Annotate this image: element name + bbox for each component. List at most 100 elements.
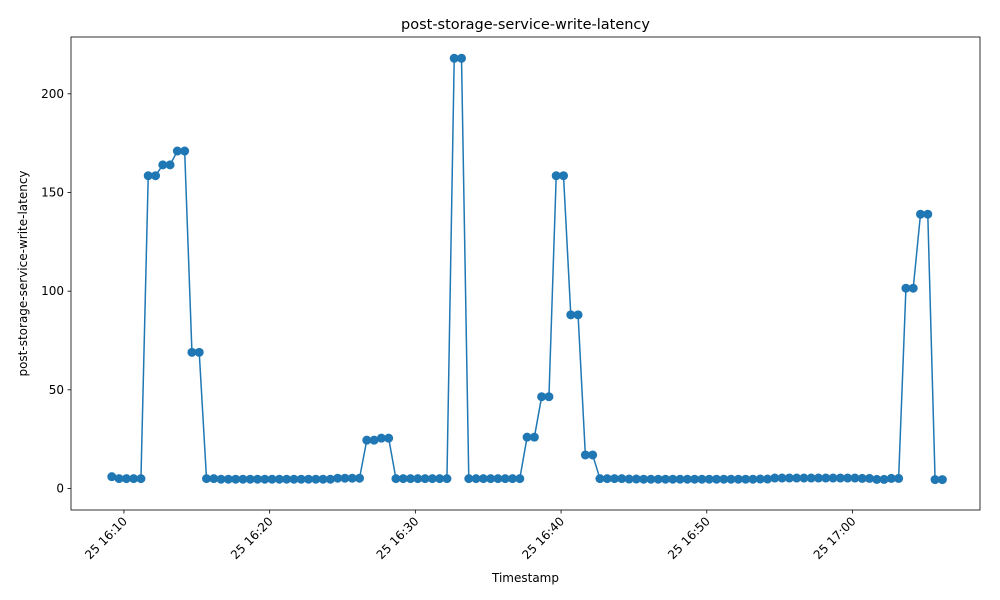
data-point [406, 474, 416, 484]
data-point [726, 474, 736, 484]
data-point [835, 473, 845, 483]
data-point [879, 474, 889, 484]
x-axis-label: Timestamp [491, 571, 559, 585]
data-point [500, 474, 510, 484]
data-point [610, 474, 620, 484]
data-point [529, 432, 539, 442]
data-point [602, 474, 612, 484]
data-point [209, 474, 219, 484]
data-point [362, 435, 372, 445]
data-point [544, 392, 554, 402]
data-point [442, 474, 452, 484]
data-point [165, 160, 175, 170]
chart-title: post-storage-service-write-latency [401, 17, 650, 33]
data-point [537, 392, 547, 402]
data-point [187, 347, 197, 357]
data-point [843, 473, 853, 483]
data-point [588, 450, 598, 460]
data-point [617, 474, 627, 484]
data-point [908, 283, 918, 293]
data-point [551, 171, 561, 181]
y-tick-label: 200 [41, 87, 64, 101]
data-point [784, 473, 794, 483]
data-point [238, 474, 248, 484]
data-point [712, 474, 722, 484]
data-point [304, 474, 314, 484]
data-point [595, 474, 605, 484]
data-point [777, 473, 787, 483]
data-point [194, 347, 204, 357]
data-point [260, 474, 270, 484]
data-point [770, 473, 780, 483]
data-point [231, 474, 241, 484]
data-point [653, 474, 663, 484]
data-point [792, 473, 802, 483]
data-point [937, 475, 947, 485]
data-point [471, 474, 481, 484]
data-point [682, 474, 692, 484]
data-point [646, 474, 656, 484]
plot-frame [70, 36, 981, 511]
data-point [369, 435, 379, 445]
data-point [121, 474, 131, 484]
data-point [318, 474, 328, 484]
data-point [311, 474, 321, 484]
data-point [661, 474, 671, 484]
data-point [384, 433, 394, 443]
data-point [333, 473, 343, 483]
y-tick-label: 150 [41, 185, 64, 199]
data-point [916, 209, 926, 219]
data-point [719, 474, 729, 484]
data-point [580, 450, 590, 460]
data-point [894, 473, 904, 483]
data-point [690, 474, 700, 484]
data-point [493, 474, 503, 484]
data-point [799, 473, 809, 483]
data-point [886, 473, 896, 483]
data-point [347, 473, 357, 483]
data-point [274, 474, 284, 484]
data-point [267, 474, 277, 484]
data-point [639, 474, 649, 484]
data-point [631, 474, 641, 484]
data-point [901, 283, 911, 293]
data-point [566, 310, 576, 320]
data-point [857, 473, 867, 483]
data-point [464, 474, 474, 484]
data-point [282, 474, 292, 484]
data-point [748, 474, 758, 484]
data-point [158, 160, 168, 170]
data-point [763, 474, 773, 484]
data-point [515, 474, 525, 484]
data-point [435, 474, 445, 484]
data-point [151, 171, 161, 181]
data-point [355, 473, 365, 483]
data-point [850, 473, 860, 483]
data-point [872, 474, 882, 484]
data-point [413, 474, 423, 484]
data-point [325, 474, 335, 484]
data-point [449, 53, 459, 63]
y-tick-label: 50 [49, 383, 64, 397]
data-point [478, 474, 488, 484]
data-point [865, 473, 875, 483]
data-point [391, 474, 401, 484]
data-point [675, 474, 685, 484]
data-point [180, 146, 190, 156]
data-point [253, 474, 263, 484]
y-axis-label: post-storage-service-write-latency [16, 170, 30, 376]
y-tick-label: 0 [56, 481, 64, 495]
data-point [427, 474, 437, 484]
data-point [289, 474, 299, 484]
data-point [930, 475, 940, 485]
data-point [923, 209, 933, 219]
data-point [741, 474, 751, 484]
data-point [814, 473, 824, 483]
data-point [340, 473, 350, 483]
data-point [114, 474, 124, 484]
data-point [172, 146, 182, 156]
data-point [202, 474, 212, 484]
data-point [733, 474, 743, 484]
